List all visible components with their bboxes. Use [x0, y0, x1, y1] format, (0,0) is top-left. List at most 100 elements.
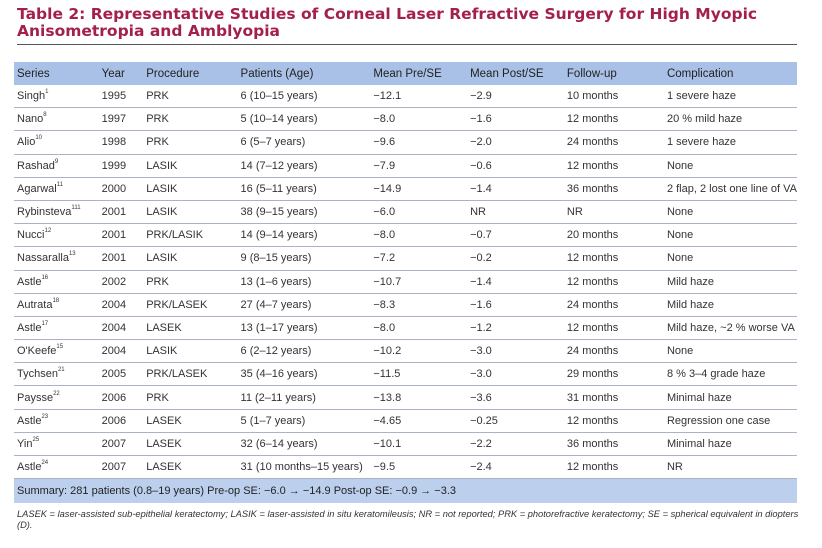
patients-cell: 16 (5–11 years): [237, 177, 371, 201]
follow-up-cell: 31 months: [563, 385, 664, 410]
mean-post-cell: −3.0: [467, 339, 564, 364]
year-cell: 1999: [98, 154, 144, 178]
series-name: Singh: [17, 90, 46, 103]
follow-up-cell: 24 months: [563, 130, 664, 155]
year-cell: 1998: [98, 130, 144, 155]
complication-cell: 2 flap, 2 lost one line of VA: [663, 177, 797, 201]
mean-post-cell: −0.2: [467, 246, 564, 271]
table-body: Singh1 1995 PRK 6 (10–15 years) −12.1 −2.9 10 …: [14, 85, 797, 480]
mean-post-cell: −1.4: [467, 270, 564, 294]
series-name: Rybinsteva: [17, 206, 72, 219]
column-header-patients: Patients (Age): [240, 67, 314, 80]
patients-cell: 31 (10 months–15 years): [237, 455, 371, 480]
series-name: Astle: [17, 461, 42, 474]
table-row: Singh1 1995 PRK 6 (10–15 years) −12.1 −2.9 10 …: [14, 85, 797, 109]
reference-number: 13: [68, 251, 76, 258]
mean-pre-cell: −12.1: [370, 85, 468, 109]
complication-cell: 1 severe haze: [663, 85, 797, 109]
series-cell: Autrata18: [14, 293, 99, 317]
table-footnote: LASEK = laser-assisted sub-epithelial ke…: [17, 509, 799, 530]
table-row: Astle24 2007 LASEK 31 (10 months–15 years) −…: [14, 455, 797, 480]
mean-pre-cell: −13.8: [370, 385, 468, 410]
series-cell: Paysse22: [14, 385, 99, 410]
complication-cell: None: [663, 246, 797, 271]
mean-post-cell: −0.7: [467, 223, 564, 248]
follow-up-cell: 12 months: [563, 455, 664, 480]
procedure-cell: LASEK: [143, 409, 238, 433]
mean-post-cell: −1.2: [467, 316, 564, 341]
column-header-complication: Complication: [666, 67, 734, 80]
mean-pre-cell: −7.2: [370, 246, 468, 271]
mean-post-cell: −2.4: [467, 455, 564, 480]
series-name: Nucci: [17, 229, 45, 242]
column-header-year: Year: [101, 67, 125, 80]
series-cell: Rashad9: [14, 154, 99, 178]
year-cell: 2001: [98, 200, 144, 225]
complication-cell: Minimal haze: [663, 432, 797, 457]
year-cell: 2004: [98, 316, 144, 341]
reference-number: 111: [71, 205, 81, 212]
series-cell: Astle23: [14, 409, 99, 433]
mean-post-cell: NR: [467, 200, 564, 225]
mean-post-cell: −3.6: [467, 385, 564, 410]
mean-pre-cell: −10.2: [370, 339, 468, 364]
summary-text: Summary: 281 patients (0.8–19 years) Pre…: [14, 478, 797, 504]
column-header-follow-up: Follow-up: [566, 67, 617, 80]
series-cell: Yin25: [14, 432, 99, 457]
procedure-cell: LASIK: [143, 177, 238, 201]
year-cell: 2004: [98, 293, 144, 317]
table-row: O'Keefe15 2004 LASIK 6 (2–12 years) −10.2 −3.…: [14, 339, 797, 364]
mean-post-cell: −2.2: [467, 432, 564, 457]
mean-pre-cell: −8.0: [370, 223, 468, 248]
table-row: Astle23 2006 LASEK 5 (1–7 years) −4.65 −0.25 1…: [14, 409, 797, 433]
table-row: Nucci12 2001 PRK/LASIK 14 (9–14 years) −8.0−…: [14, 223, 797, 248]
series-cell: Astle16: [14, 270, 99, 294]
series-name: O'Keefe: [17, 345, 57, 358]
follow-up-cell: 36 months: [563, 177, 664, 201]
mean-pre-cell: −8.3: [370, 293, 468, 317]
table-row: Nassaralla13 2001 LASIK 9 (8–15 years) −7.2−…: [14, 246, 797, 271]
table-row: Astle17 2004 LASEK 13 (1–17 years) −8.0 −1.2 1…: [14, 316, 797, 341]
table-row: Alio10 1998 PRK 6 (5–7 years) −9.6 −2.0 24 mon…: [14, 130, 797, 155]
column-header-mean-pre: Mean Pre/SE: [373, 67, 442, 80]
table-row: Rybinsteva111 2001 LASIK 38 (9–15 years) −6.…: [14, 200, 797, 225]
year-cell: 2001: [98, 246, 144, 271]
table-row: Tychsen21 2005 PRK/LASEK 35 (4–16 years) −11…: [14, 362, 797, 387]
follow-up-cell: 24 months: [563, 339, 664, 364]
reference-number: 21: [57, 367, 65, 374]
complication-cell: 20 % mild haze: [663, 107, 797, 132]
series-cell: Agarwal11: [14, 177, 99, 201]
procedure-cell: PRK/LASEK: [143, 362, 238, 387]
follow-up-cell: 12 months: [563, 409, 664, 433]
year-cell: 1995: [98, 85, 144, 109]
patients-cell: 5 (1–7 years): [237, 409, 371, 433]
complication-cell: None: [663, 200, 797, 225]
mean-post-cell: −0.6: [467, 154, 564, 178]
mean-post-cell: −1.6: [467, 107, 564, 132]
procedure-cell: PRK: [143, 107, 238, 132]
complication-cell: Minimal haze: [663, 385, 797, 410]
reference-number: 22: [53, 390, 60, 397]
procedure-cell: LASIK: [143, 200, 238, 225]
year-cell: 1997: [98, 107, 144, 132]
series-cell: O'Keefe15: [14, 339, 99, 364]
year-cell: 2002: [98, 270, 144, 294]
column-header-series: Series: [17, 67, 50, 80]
patients-cell: 11 (2–11 years): [237, 385, 371, 410]
series-name: Nano: [17, 113, 44, 126]
reference-number: 15: [56, 344, 64, 351]
procedure-cell: LASEK: [143, 316, 238, 341]
mean-pre-cell: −9.5: [370, 455, 468, 480]
procedure-cell: LASIK: [143, 246, 238, 271]
year-cell: 2007: [98, 432, 144, 457]
series-name: Rashad: [17, 159, 55, 172]
reference-number: 9: [54, 158, 59, 165]
year-cell: 2004: [98, 339, 144, 364]
series-cell: Astle17: [14, 316, 99, 341]
table-row: Agarwal11 2000 LASIK 16 (5–11 years) −14.9 −1…: [14, 177, 797, 201]
series-cell: Rybinsteva111: [14, 200, 99, 225]
complication-cell: Regression one case: [663, 409, 797, 433]
complication-cell: 8 % 3–4 grade haze: [663, 362, 797, 387]
complication-cell: 1 severe haze: [663, 130, 797, 155]
follow-up-cell: 10 months: [563, 85, 664, 109]
